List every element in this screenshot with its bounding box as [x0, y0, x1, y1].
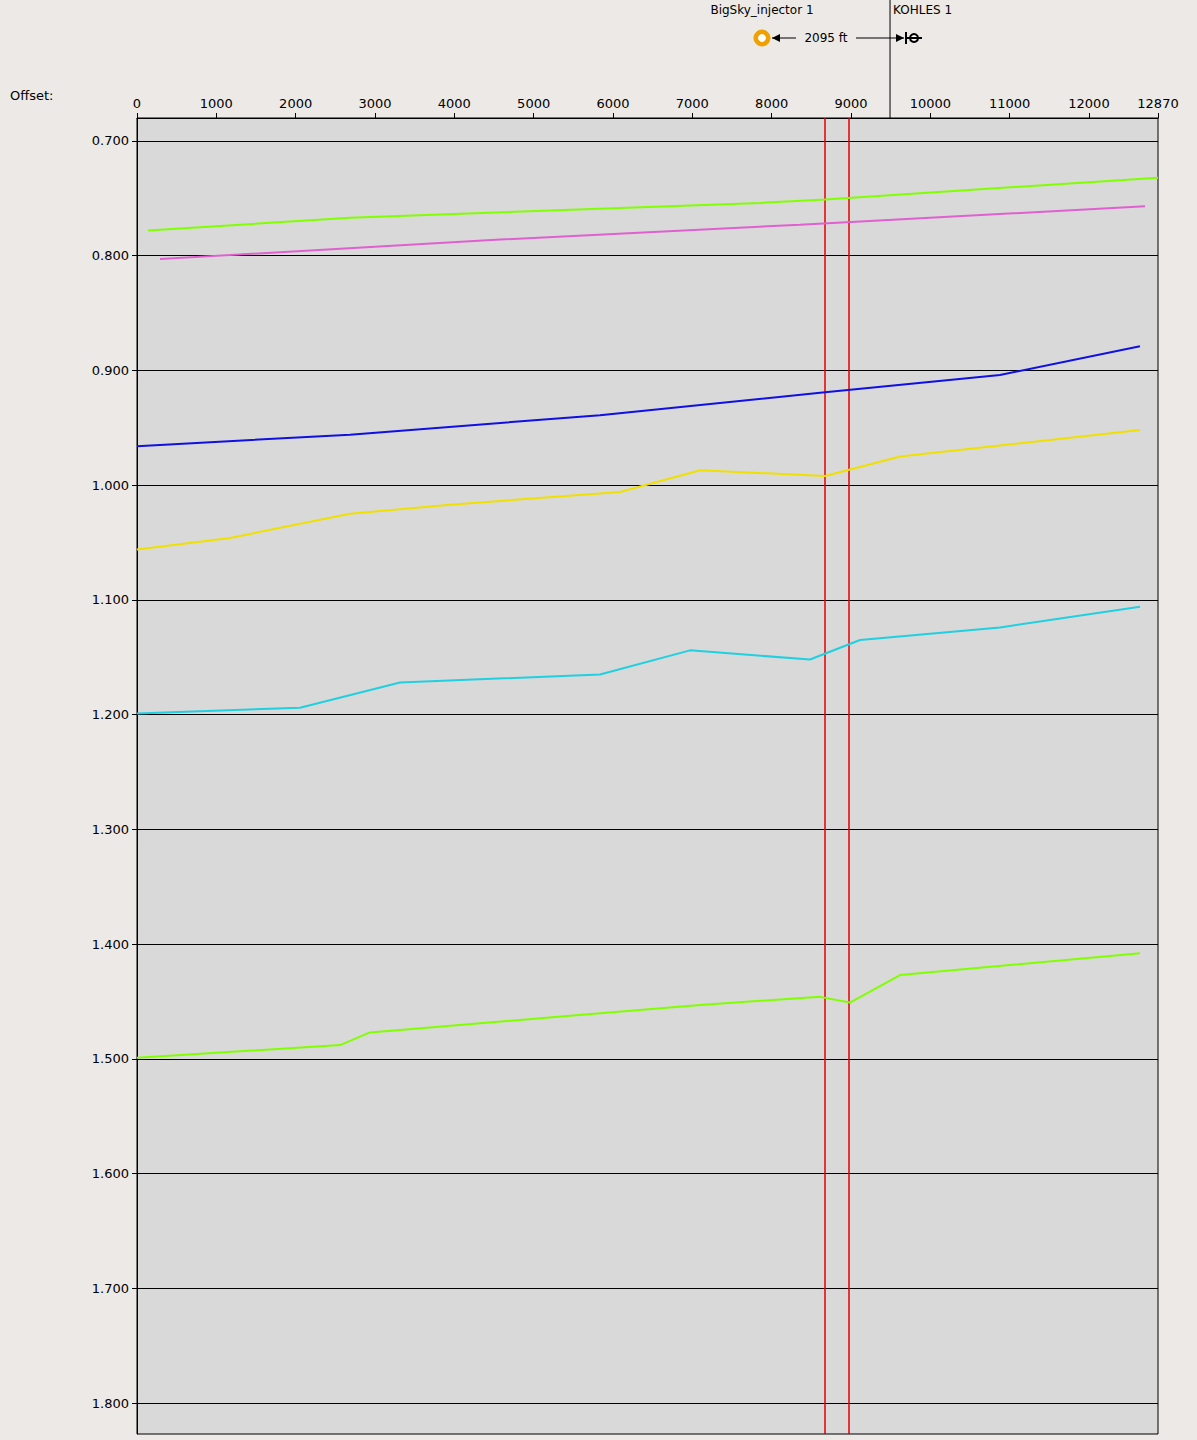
svg-text:KOHLES 1: KOHLES 1: [893, 3, 952, 17]
svg-text:Offset:: Offset:: [10, 88, 53, 103]
svg-text:0.800: 0.800: [92, 248, 129, 263]
svg-text:7000: 7000: [676, 96, 709, 111]
svg-text:1000: 1000: [200, 96, 233, 111]
svg-text:6000: 6000: [596, 96, 629, 111]
svg-text:12000: 12000: [1068, 96, 1109, 111]
svg-text:1.200: 1.200: [92, 707, 129, 722]
svg-text:5000: 5000: [517, 96, 550, 111]
svg-text:1.800: 1.800: [92, 1396, 129, 1411]
svg-text:9000: 9000: [834, 96, 867, 111]
svg-text:1.500: 1.500: [92, 1051, 129, 1066]
svg-text:1.300: 1.300: [92, 822, 129, 837]
svg-text:10000: 10000: [910, 96, 951, 111]
svg-text:1.100: 1.100: [92, 592, 129, 607]
svg-text:2095 ft: 2095 ft: [804, 31, 847, 45]
svg-text:0: 0: [133, 96, 141, 111]
svg-text:8000: 8000: [755, 96, 788, 111]
svg-text:1.000: 1.000: [92, 478, 129, 493]
svg-text:0.700: 0.700: [92, 133, 129, 148]
svg-text:1.400: 1.400: [92, 937, 129, 952]
svg-text:0.900: 0.900: [92, 363, 129, 378]
svg-text:4000: 4000: [438, 96, 471, 111]
svg-text:12870: 12870: [1137, 96, 1178, 111]
svg-text:1.700: 1.700: [92, 1281, 129, 1296]
svg-text:11000: 11000: [989, 96, 1030, 111]
svg-text:BigSky_injector 1: BigSky_injector 1: [710, 3, 813, 17]
svg-text:1.600: 1.600: [92, 1166, 129, 1181]
svg-text:2000: 2000: [279, 96, 312, 111]
svg-text:3000: 3000: [358, 96, 391, 111]
